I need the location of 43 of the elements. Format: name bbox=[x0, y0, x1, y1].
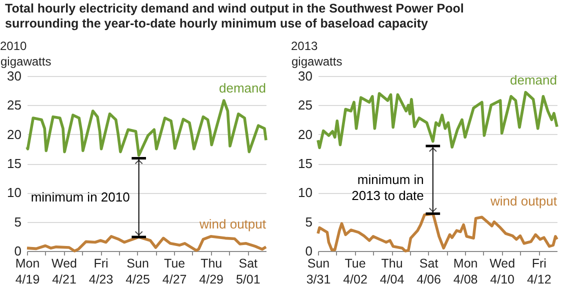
annotation: minimum in 2010 bbox=[30, 190, 130, 205]
line-series bbox=[26, 235, 268, 252]
y-tick-label: 0 bbox=[14, 244, 22, 258]
line-series bbox=[316, 90, 558, 150]
y-tick-label: 10 bbox=[298, 185, 312, 200]
y-tick-label: 30 bbox=[298, 68, 312, 84]
x-tick-label: Sun 4/25 bbox=[126, 256, 150, 286]
x-tick-label: Mon 4/19 bbox=[15, 256, 40, 286]
x-tick-label: Sat 4/06 bbox=[416, 256, 442, 286]
y-tick-label: 20 bbox=[298, 126, 312, 142]
y-tick-label: 5 bbox=[305, 214, 312, 230]
y-tick-label: 5 bbox=[14, 214, 22, 230]
y-axis-title: gigawatts bbox=[292, 54, 342, 68]
x-tick-label: Mon 4/08 bbox=[453, 256, 478, 286]
y-tick-label: 10 bbox=[7, 185, 22, 200]
x-tick-label: Thu 4/04 bbox=[380, 256, 404, 286]
x-tick-label: Sat 5/01 bbox=[236, 256, 260, 286]
line-series bbox=[316, 212, 558, 252]
y-tick-label: 15 bbox=[7, 156, 22, 171]
chart-subtitle: 2010 bbox=[0, 39, 28, 53]
x-tick-label: Fri 4/12 bbox=[526, 256, 552, 286]
x-tick-label: Sun 3/31 bbox=[306, 256, 331, 286]
chart-title: Total hourly electricity demand and wind output in the Southwest Power Pool surrounding the year-to-date hourly minimum use of baseload capacity bbox=[5, 2, 464, 30]
annotation: minimum in 2013 to date bbox=[352, 172, 424, 203]
chart-subtitle: 2013 bbox=[291, 39, 318, 53]
y-tick-label: 15 bbox=[298, 156, 312, 171]
line-series bbox=[26, 99, 268, 157]
y-axis-title: gigawatts bbox=[0, 54, 52, 68]
series-label: demand bbox=[219, 80, 266, 96]
x-tick-label: Fri 4/23 bbox=[88, 256, 114, 286]
x-tick-label: Tue 4/27 bbox=[162, 256, 187, 286]
y-tick-label: 30 bbox=[7, 68, 22, 84]
y-tick-label: 20 bbox=[7, 126, 22, 142]
series-label: demand bbox=[510, 72, 557, 88]
y-tick-label: 25 bbox=[298, 98, 312, 113]
series-label: wind output bbox=[490, 194, 558, 209]
x-tick-label: Wed 4/21 bbox=[52, 256, 78, 286]
x-tick-label: Thu 4/29 bbox=[199, 256, 224, 286]
series-label: wind output bbox=[198, 216, 266, 232]
x-tick-label: Wed 4/10 bbox=[490, 256, 516, 286]
y-tick-label: 25 bbox=[7, 98, 22, 113]
x-tick-label: Tue 4/02 bbox=[343, 256, 368, 286]
y-tick-label: 0 bbox=[305, 244, 312, 258]
